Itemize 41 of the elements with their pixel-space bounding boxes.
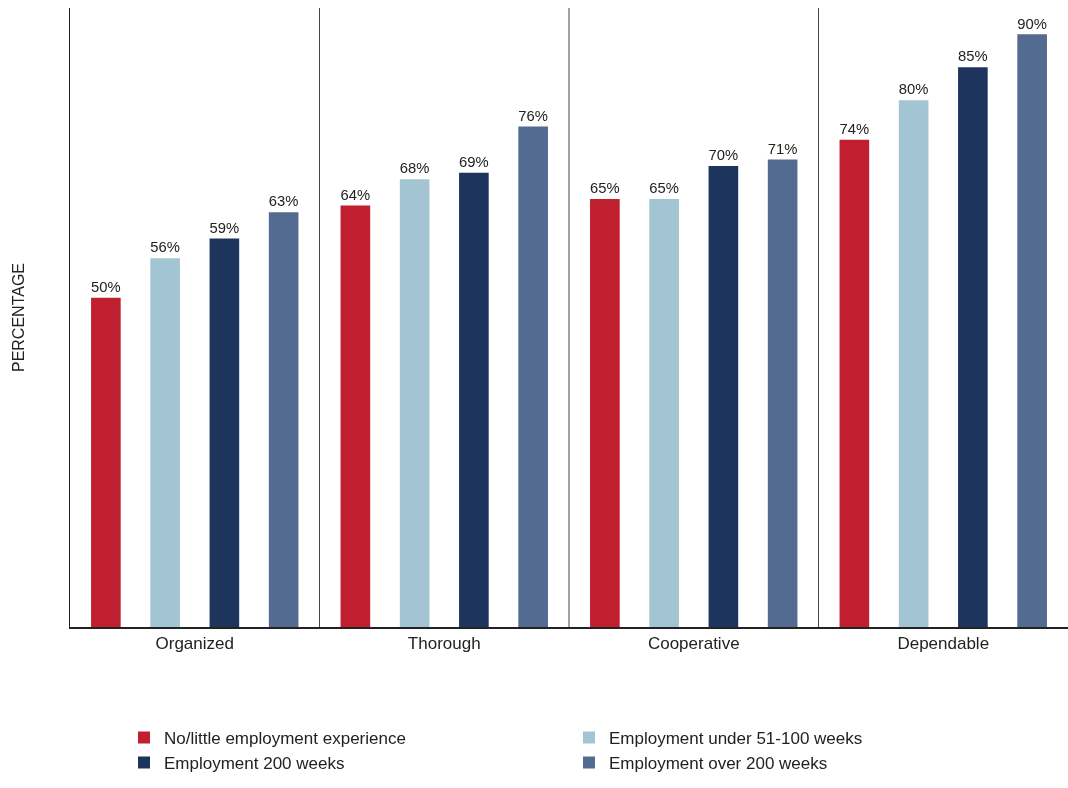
data-label: 63% (268, 193, 299, 210)
x-tick-label: Dependable (897, 634, 990, 654)
bar (708, 166, 739, 627)
data-label: 65% (590, 180, 620, 197)
bar (91, 297, 121, 627)
bar (209, 238, 240, 627)
data-label: 70% (708, 147, 739, 164)
bar (340, 205, 371, 627)
data-label: 80% (898, 81, 929, 98)
bar (649, 198, 679, 627)
data-label: 90% (1017, 15, 1047, 32)
legend-label: Employment under 51-100 weeks (609, 729, 863, 749)
bar (518, 126, 548, 627)
bar (958, 67, 988, 627)
data-label: 68% (399, 160, 430, 177)
data-label: 56% (150, 239, 180, 256)
bar (150, 258, 180, 627)
bar (1017, 34, 1047, 627)
data-label: 74% (839, 120, 870, 137)
data-label: 64% (340, 186, 371, 203)
data-label: 65% (649, 180, 679, 197)
x-tick-label: Cooperative (647, 634, 740, 654)
bar (399, 179, 430, 627)
legend-label: Employment over 200 weeks (609, 754, 828, 774)
x-tick-label: Thorough (407, 634, 481, 654)
bar (590, 198, 620, 627)
data-label: 69% (459, 153, 489, 170)
bar (268, 212, 299, 627)
legend-label: Employment 200 weeks (164, 754, 345, 774)
data-label: 85% (958, 48, 988, 65)
x-tick-label: Organized (155, 634, 234, 654)
data-label: 71% (767, 140, 798, 157)
bar (839, 139, 870, 627)
y-axis-title: PERCENTAGE (9, 262, 27, 373)
bar (898, 100, 929, 627)
data-label: 50% (91, 278, 121, 295)
data-label: 76% (518, 107, 548, 124)
legend-label: No/little employment experience (164, 729, 406, 749)
bar (767, 159, 798, 627)
data-label: 59% (209, 219, 240, 236)
bar (459, 172, 489, 627)
